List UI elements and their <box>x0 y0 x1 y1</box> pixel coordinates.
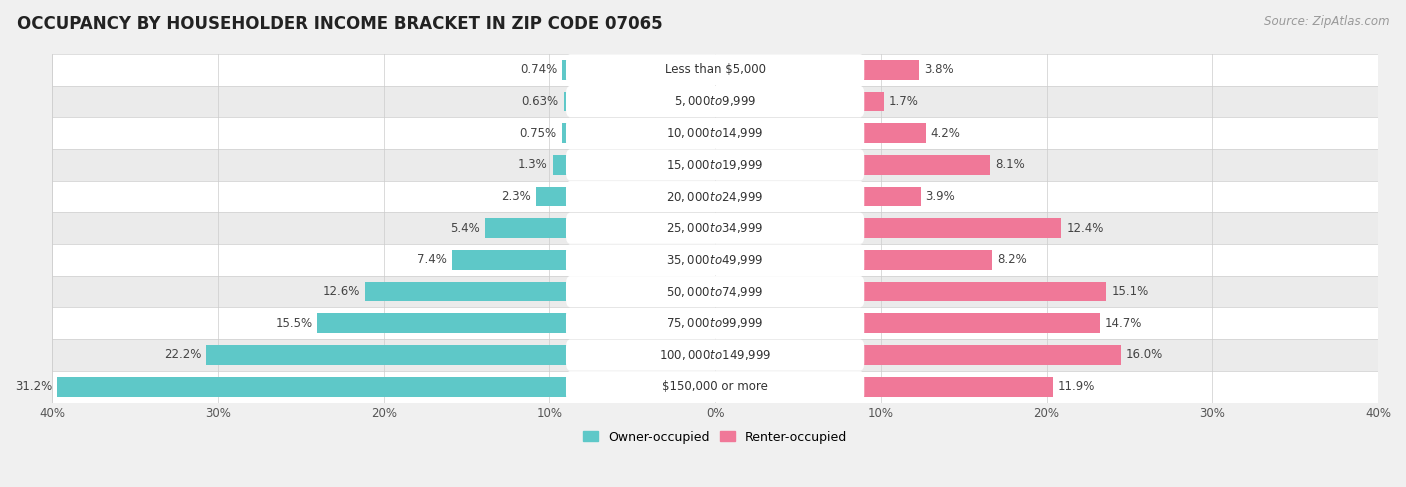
Text: $75,000 to $99,999: $75,000 to $99,999 <box>666 316 763 330</box>
Bar <box>856 250 991 270</box>
Bar <box>318 314 574 333</box>
Text: 16.0%: 16.0% <box>1126 349 1163 361</box>
FancyBboxPatch shape <box>567 181 865 212</box>
FancyBboxPatch shape <box>567 150 865 180</box>
Text: 0.63%: 0.63% <box>522 95 558 108</box>
FancyBboxPatch shape <box>567 244 865 276</box>
Text: 14.7%: 14.7% <box>1105 317 1142 330</box>
Bar <box>856 123 925 143</box>
Bar <box>562 60 574 80</box>
Text: $100,000 to $149,999: $100,000 to $149,999 <box>659 348 772 362</box>
Text: 11.9%: 11.9% <box>1059 380 1095 393</box>
FancyBboxPatch shape <box>567 213 865 244</box>
Text: 5.4%: 5.4% <box>450 222 479 235</box>
Text: 3.8%: 3.8% <box>924 63 953 76</box>
Bar <box>52 339 1378 371</box>
Bar <box>207 345 574 365</box>
Bar <box>52 212 1378 244</box>
Text: 22.2%: 22.2% <box>165 349 201 361</box>
Bar <box>366 282 574 301</box>
Text: 0.74%: 0.74% <box>520 63 557 76</box>
Bar <box>856 314 1099 333</box>
Text: 12.6%: 12.6% <box>323 285 360 298</box>
FancyBboxPatch shape <box>567 276 865 307</box>
FancyBboxPatch shape <box>567 308 865 339</box>
Bar <box>856 60 920 80</box>
Bar <box>485 218 574 238</box>
Bar <box>856 377 1053 396</box>
Text: OCCUPANCY BY HOUSEHOLDER INCOME BRACKET IN ZIP CODE 07065: OCCUPANCY BY HOUSEHOLDER INCOME BRACKET … <box>17 15 662 33</box>
Bar <box>52 149 1378 181</box>
Text: 8.2%: 8.2% <box>997 253 1026 266</box>
Bar <box>856 187 921 206</box>
Bar <box>856 218 1062 238</box>
Bar <box>856 345 1121 365</box>
Bar <box>52 86 1378 117</box>
Text: 15.1%: 15.1% <box>1111 285 1149 298</box>
Bar <box>856 92 884 112</box>
Text: 4.2%: 4.2% <box>931 127 960 140</box>
Text: $150,000 or more: $150,000 or more <box>662 380 768 393</box>
Text: Less than $5,000: Less than $5,000 <box>665 63 766 76</box>
Text: $15,000 to $19,999: $15,000 to $19,999 <box>666 158 763 172</box>
Bar <box>553 155 574 175</box>
Text: 1.7%: 1.7% <box>889 95 920 108</box>
Bar <box>536 187 574 206</box>
Text: 12.4%: 12.4% <box>1066 222 1104 235</box>
Bar <box>562 123 574 143</box>
FancyBboxPatch shape <box>567 54 865 85</box>
Bar <box>52 307 1378 339</box>
Bar <box>52 54 1378 86</box>
Text: $5,000 to $9,999: $5,000 to $9,999 <box>673 94 756 109</box>
Bar <box>52 117 1378 149</box>
Text: $35,000 to $49,999: $35,000 to $49,999 <box>666 253 763 267</box>
Bar <box>52 181 1378 212</box>
Bar <box>52 244 1378 276</box>
Bar <box>564 92 574 112</box>
Text: 8.1%: 8.1% <box>995 158 1025 171</box>
Text: 2.3%: 2.3% <box>502 190 531 203</box>
Bar <box>52 276 1378 307</box>
FancyBboxPatch shape <box>567 339 865 371</box>
Text: $10,000 to $14,999: $10,000 to $14,999 <box>666 126 763 140</box>
Bar <box>856 155 990 175</box>
Text: $25,000 to $34,999: $25,000 to $34,999 <box>666 221 763 235</box>
Bar <box>52 371 1378 403</box>
FancyBboxPatch shape <box>567 371 865 402</box>
Text: 7.4%: 7.4% <box>416 253 447 266</box>
FancyBboxPatch shape <box>567 118 865 149</box>
Text: 0.75%: 0.75% <box>520 127 557 140</box>
Bar <box>58 377 574 396</box>
FancyBboxPatch shape <box>567 86 865 117</box>
Text: $50,000 to $74,999: $50,000 to $74,999 <box>666 284 763 299</box>
Text: $20,000 to $24,999: $20,000 to $24,999 <box>666 189 763 204</box>
Text: Source: ZipAtlas.com: Source: ZipAtlas.com <box>1264 15 1389 28</box>
Text: 15.5%: 15.5% <box>276 317 312 330</box>
Text: 31.2%: 31.2% <box>15 380 52 393</box>
Bar <box>451 250 574 270</box>
Bar <box>856 282 1107 301</box>
Text: 1.3%: 1.3% <box>517 158 548 171</box>
Legend: Owner-occupied, Renter-occupied: Owner-occupied, Renter-occupied <box>578 426 852 449</box>
Text: 3.9%: 3.9% <box>925 190 955 203</box>
